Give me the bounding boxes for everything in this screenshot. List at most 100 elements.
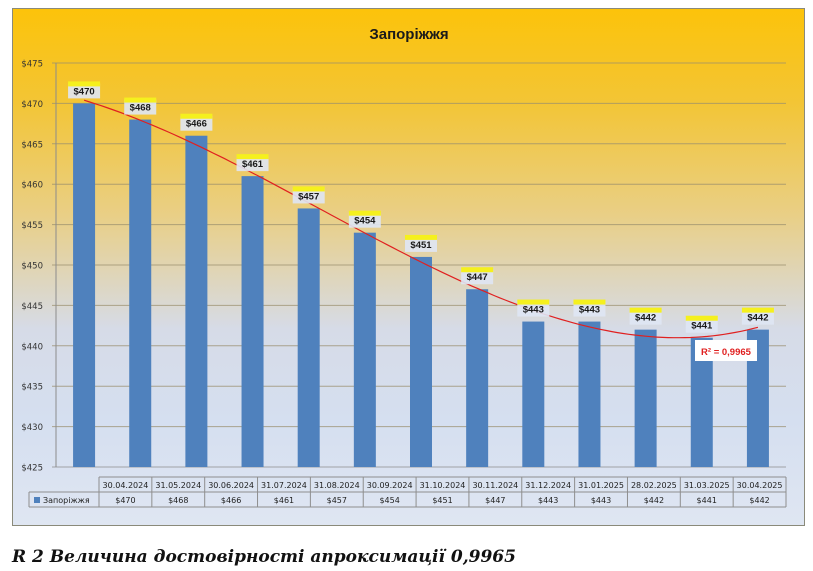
data-label: $468 — [124, 97, 157, 115]
data-label-highlight — [517, 299, 550, 305]
trendline — [83, 99, 759, 339]
data-label-background — [348, 212, 381, 228]
x-tick-label: 31.12.2024 — [525, 481, 571, 490]
data-label-background — [124, 99, 157, 115]
table-value: $442 — [644, 496, 664, 505]
bar — [129, 119, 152, 467]
data-label: $447 — [461, 267, 494, 285]
data-label-background — [461, 269, 494, 285]
data-label: $451 — [405, 234, 437, 252]
data-label-highlight — [292, 186, 325, 192]
bar — [353, 232, 376, 467]
y-tick-label: $425 — [21, 464, 43, 474]
data-label-background — [573, 301, 606, 317]
bar — [185, 135, 208, 467]
data-label-text: $443 — [523, 305, 544, 316]
table-value: $447 — [485, 496, 505, 505]
data-label: $461 — [236, 154, 269, 172]
table-value: $454 — [379, 496, 399, 505]
data-label-text: $457 — [298, 191, 319, 202]
data-label: $454 — [348, 210, 381, 228]
data-label: $442 — [629, 307, 662, 325]
bar — [690, 337, 713, 467]
data-label-text: $443 — [579, 305, 600, 316]
data-label-background — [236, 156, 269, 172]
data-label-highlight — [348, 210, 381, 216]
x-tick-label: 30.04.2025 — [737, 481, 783, 490]
y-tick-label: $460 — [21, 181, 43, 191]
x-tick-label: 31.07.2024 — [261, 481, 307, 490]
data-label-text: $461 — [242, 159, 264, 170]
data-label: $442 — [741, 307, 774, 325]
table-value: $441 — [697, 496, 717, 505]
data-label-highlight — [124, 97, 157, 103]
data-label-highlight — [629, 307, 662, 313]
data-label-highlight — [236, 154, 269, 160]
data-label: $457 — [292, 186, 325, 204]
data-label-background — [685, 317, 718, 333]
table-value: $442 — [749, 496, 769, 505]
y-tick-label: $465 — [21, 140, 43, 150]
data-label-background — [741, 309, 774, 325]
data-label-highlight — [180, 113, 213, 119]
data-label-background — [517, 301, 550, 317]
data-label-highlight — [685, 315, 718, 321]
table-value: $457 — [327, 496, 347, 505]
data-label-text: $441 — [691, 321, 713, 332]
x-tick-label: 30.06.2024 — [208, 481, 254, 490]
data-label-background — [180, 115, 213, 131]
figure-caption: R 2 Величина достовірності апроксимації … — [12, 547, 516, 567]
data-label-text: $470 — [74, 86, 95, 97]
table-value: $466 — [221, 496, 241, 505]
data-label-background — [68, 83, 101, 99]
y-tick-label: $475 — [21, 60, 43, 70]
y-tick-label: $430 — [21, 423, 43, 433]
table-value: $468 — [168, 496, 188, 505]
y-tick-label: $435 — [21, 383, 43, 393]
data-label-text: $466 — [186, 119, 207, 130]
x-tick-label: 31.01.2025 — [578, 481, 624, 490]
bar — [522, 321, 545, 467]
x-tick-label: 30.09.2024 — [367, 481, 413, 490]
data-label-background — [629, 309, 662, 325]
table-value: $443 — [538, 496, 558, 505]
x-tick-label: 30.04.2024 — [103, 481, 149, 490]
r-squared-label: R² = 0,9965 — [701, 347, 752, 358]
data-label-highlight — [68, 81, 101, 87]
data-label-highlight — [741, 307, 774, 313]
x-tick-label: 30.11.2024 — [472, 481, 518, 490]
data-label: $441 — [685, 315, 718, 333]
bars — [73, 103, 769, 468]
y-tick-label: $450 — [21, 262, 43, 272]
x-tick-label: 31.08.2024 — [314, 481, 360, 490]
data-label-text: $442 — [635, 313, 656, 324]
x-tick-label: 31.10.2024 — [420, 481, 466, 490]
data-label-text: $442 — [747, 313, 768, 324]
gridlines — [52, 62, 786, 468]
data-label-text: $447 — [467, 272, 488, 283]
legend-swatch — [34, 497, 40, 503]
y-tick-label: $455 — [21, 221, 43, 231]
data-label: $443 — [517, 299, 550, 317]
table-value: $470 — [115, 496, 135, 505]
data-labels: $470 $468 $466 $461 $457 $454 $451 $447 $443 $443… — [68, 81, 774, 333]
data-label: $466 — [180, 113, 213, 131]
y-axis-ticks: $425 $430 $435 $440 $445 $450 $455 $460 $465 $470… — [21, 60, 43, 474]
data-label: $443 — [573, 299, 606, 317]
trendline-path — [83, 99, 759, 339]
table-value: $443 — [591, 496, 611, 505]
data-label-text: $468 — [130, 103, 151, 114]
data-table: 30.04.2024 $470 31.05.2024 $468 30.06.2024 $4… — [28, 476, 787, 508]
x-tick-label: 31.03.2025 — [684, 481, 730, 490]
bar — [634, 329, 657, 467]
data-label-highlight — [461, 267, 494, 273]
x-tick-label: 28.02.2025 — [631, 481, 677, 490]
bar — [297, 208, 320, 467]
x-tick-label: 31.05.2024 — [155, 481, 201, 490]
chart-title: Запоріжжя — [369, 26, 448, 43]
data-label: $470 — [68, 81, 101, 99]
data-label-text: $451 — [410, 240, 432, 251]
r-squared-background — [695, 340, 757, 361]
bar — [746, 329, 769, 467]
